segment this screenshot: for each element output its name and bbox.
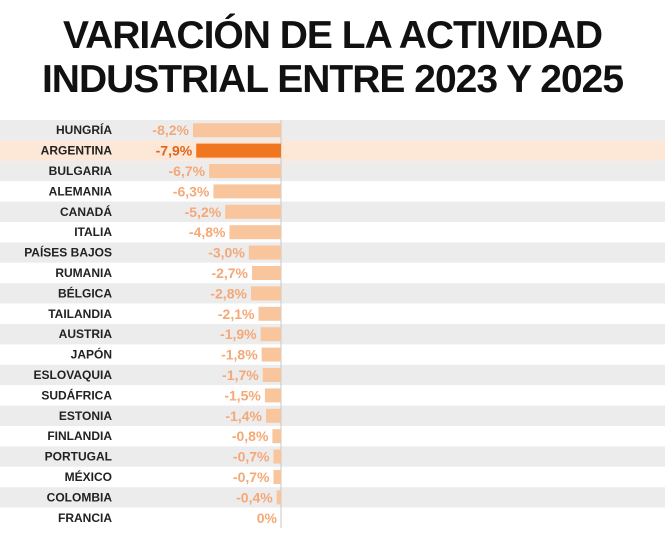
value-label: -7,9% bbox=[156, 143, 193, 159]
bar bbox=[276, 490, 281, 505]
category-label: BÉLGICA bbox=[58, 285, 112, 300]
row-background bbox=[0, 344, 665, 365]
bar bbox=[209, 164, 281, 178]
value-label: -4,8% bbox=[189, 224, 226, 240]
bar bbox=[248, 245, 281, 260]
row-background bbox=[0, 201, 665, 222]
row-background bbox=[0, 140, 665, 161]
category-label: ARGENTINA bbox=[41, 144, 113, 158]
bar bbox=[272, 429, 281, 444]
row-background bbox=[0, 303, 665, 324]
value-label: -8,2% bbox=[152, 122, 189, 138]
row-background bbox=[0, 385, 665, 406]
value-label: -1,7% bbox=[222, 367, 259, 383]
row-background bbox=[0, 242, 665, 263]
row-background bbox=[0, 160, 665, 182]
row-background bbox=[0, 120, 665, 141]
value-label: -2,7% bbox=[211, 265, 248, 281]
category-label: FINLANDIA bbox=[47, 429, 112, 443]
bar bbox=[261, 347, 281, 362]
row-background bbox=[0, 262, 665, 284]
value-label: -3,0% bbox=[208, 245, 245, 261]
bar bbox=[262, 368, 281, 382]
bar bbox=[265, 408, 281, 423]
row-background bbox=[0, 324, 665, 345]
value-label: -6,7% bbox=[169, 163, 206, 179]
category-label: HUNGRÍA bbox=[56, 122, 112, 137]
category-label: CANADÁ bbox=[60, 204, 112, 219]
bar bbox=[252, 266, 281, 280]
value-label: -0,7% bbox=[233, 469, 270, 485]
bar bbox=[196, 143, 281, 158]
value-label: -0,7% bbox=[233, 449, 270, 465]
bar bbox=[213, 184, 281, 199]
category-label: FRANCIA bbox=[58, 511, 112, 525]
bar bbox=[193, 123, 281, 138]
bar bbox=[250, 286, 281, 301]
value-label: -2,1% bbox=[218, 306, 255, 322]
category-label: PAÍSES BAJOS bbox=[24, 245, 112, 260]
value-label: -1,9% bbox=[220, 326, 257, 342]
row-background bbox=[0, 222, 665, 243]
row-background bbox=[0, 426, 665, 447]
category-label: ESTONIA bbox=[59, 409, 112, 423]
bar bbox=[225, 204, 281, 219]
value-label: -1,5% bbox=[224, 387, 261, 403]
value-label: -0,8% bbox=[232, 428, 269, 444]
category-label: AUSTRIA bbox=[59, 327, 113, 341]
value-label: -1,4% bbox=[225, 408, 262, 424]
category-label: TAILANDIA bbox=[48, 307, 112, 321]
category-label: ALEMANIA bbox=[49, 184, 113, 198]
chart-title: VARIACIÓN DE LA ACTIVIDAD INDUSTRIAL ENT… bbox=[0, 0, 665, 102]
row-background bbox=[0, 507, 665, 528]
category-label: COLOMBIA bbox=[47, 490, 113, 504]
chart-title-line-2: INDUSTRIAL ENTRE 2023 Y 2025 bbox=[41, 58, 624, 101]
category-label: RUMANIA bbox=[55, 266, 112, 280]
row-background bbox=[0, 405, 665, 426]
value-label: 0% bbox=[257, 510, 278, 526]
row-background bbox=[0, 466, 665, 488]
category-label: JAPÓN bbox=[71, 347, 112, 362]
bar bbox=[273, 470, 281, 484]
category-label: MÉXICO bbox=[65, 469, 112, 484]
value-label: -6,3% bbox=[173, 183, 210, 199]
bar bbox=[273, 449, 281, 464]
bar bbox=[229, 225, 281, 240]
category-label: ESLOVAQUIA bbox=[34, 368, 113, 382]
row-background bbox=[0, 181, 665, 202]
value-label: -5,2% bbox=[185, 204, 222, 220]
bar bbox=[264, 388, 281, 403]
bar bbox=[258, 306, 281, 321]
category-label: SUDÁFRICA bbox=[41, 387, 112, 402]
row-background bbox=[0, 364, 665, 386]
bar bbox=[260, 327, 281, 342]
row-background bbox=[0, 283, 665, 304]
category-label: BULGARIA bbox=[49, 164, 113, 178]
category-label: ITALIA bbox=[74, 225, 112, 239]
value-label: -0,4% bbox=[236, 489, 273, 505]
category-label: PORTUGAL bbox=[45, 450, 112, 464]
chart-title-line-1: VARIACIÓN DE LA ACTIVIDAD bbox=[62, 14, 603, 57]
value-label: -1,8% bbox=[221, 347, 258, 363]
row-background bbox=[0, 446, 665, 467]
value-label: -2,8% bbox=[210, 285, 247, 301]
row-background bbox=[0, 487, 665, 508]
